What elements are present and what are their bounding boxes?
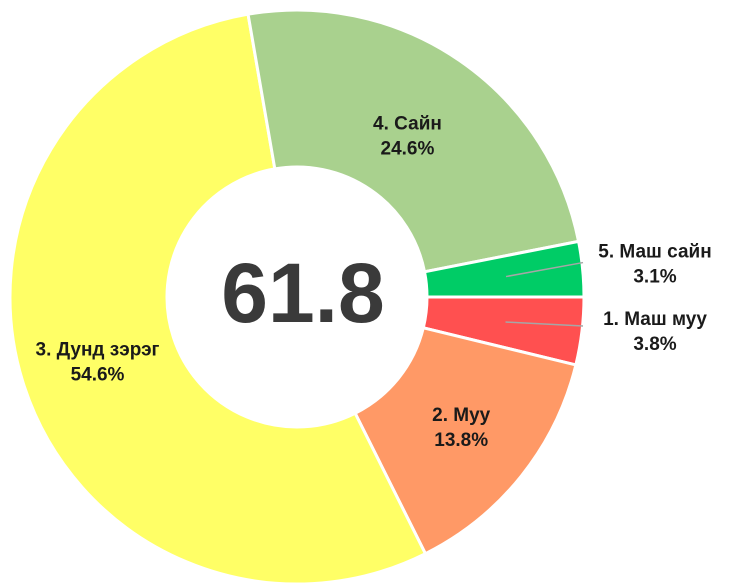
leader-line xyxy=(505,321,584,327)
slice-value: 54.6% xyxy=(71,365,125,386)
leader-line xyxy=(505,261,584,278)
slice-value: 24.6% xyxy=(381,138,435,159)
donut-slice xyxy=(422,239,586,299)
donut-slice xyxy=(353,325,578,556)
donut-slice xyxy=(8,12,428,584)
slice-value: 3.8% xyxy=(633,334,676,355)
slice-label: 1. Маш муу xyxy=(603,309,707,330)
slice-label: 4. Сайн xyxy=(373,113,442,134)
center-value: 61.8 xyxy=(221,246,385,340)
slice-value: 13.8% xyxy=(434,430,488,451)
slice-label: 5. Маш сайн xyxy=(598,242,711,263)
slice-label: 3. Дунд зэрэг xyxy=(36,340,160,361)
slice-value: 3.1% xyxy=(633,267,676,288)
slice-label: 2. Муу xyxy=(432,405,491,426)
donut-slice xyxy=(246,8,581,274)
